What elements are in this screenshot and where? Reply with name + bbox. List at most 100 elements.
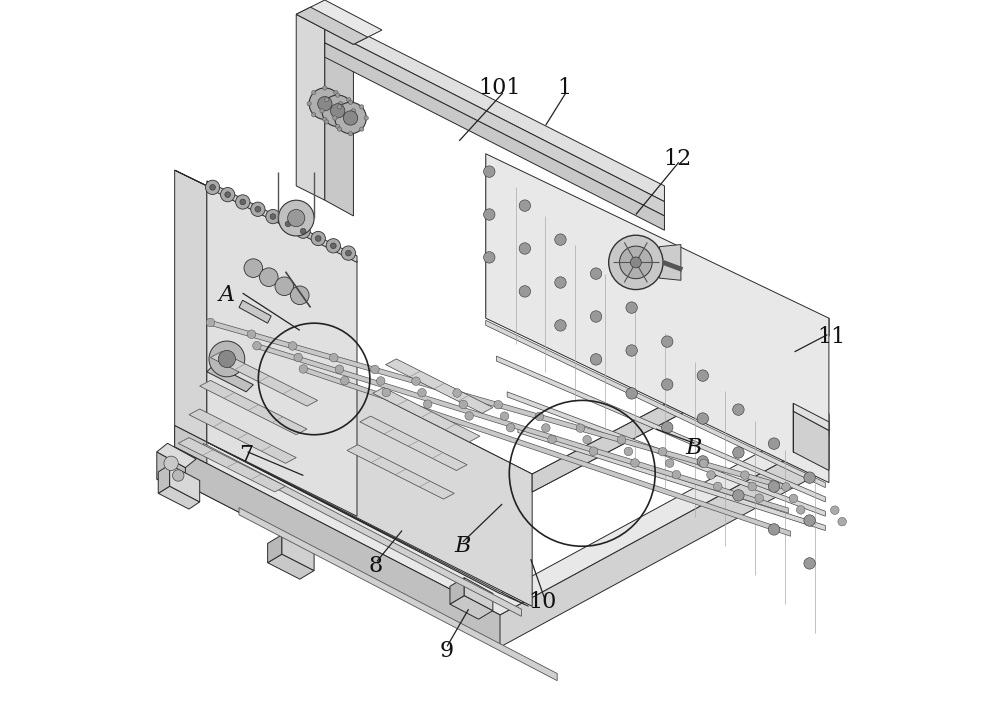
Circle shape [218,350,235,368]
Polygon shape [178,438,286,492]
Circle shape [782,483,790,491]
Polygon shape [207,309,829,492]
Circle shape [323,86,327,90]
Circle shape [453,389,461,398]
Circle shape [253,341,261,350]
Circle shape [506,423,515,432]
Circle shape [270,214,276,220]
Circle shape [346,250,351,256]
Circle shape [707,470,715,479]
Circle shape [278,200,314,236]
Circle shape [617,435,626,444]
Circle shape [335,365,344,373]
Polygon shape [325,29,664,216]
Circle shape [662,379,673,390]
Circle shape [484,252,495,263]
Text: 101: 101 [479,77,521,99]
Circle shape [542,423,550,432]
Polygon shape [157,452,185,495]
Circle shape [322,95,353,127]
Circle shape [630,257,641,268]
Polygon shape [175,170,207,442]
Polygon shape [207,186,357,516]
Polygon shape [793,411,829,470]
Circle shape [329,353,338,362]
Polygon shape [210,352,318,406]
Circle shape [548,435,556,444]
Circle shape [519,286,531,297]
Polygon shape [296,7,368,44]
Text: 7: 7 [239,445,253,466]
Circle shape [324,120,329,124]
Polygon shape [303,367,791,536]
Polygon shape [296,14,325,200]
Circle shape [281,217,295,231]
Circle shape [733,447,744,458]
Text: 11: 11 [817,327,845,348]
Polygon shape [532,318,829,492]
Circle shape [244,259,263,277]
Circle shape [494,400,503,409]
Circle shape [590,311,602,322]
Text: B: B [454,536,470,557]
Polygon shape [325,14,664,202]
Circle shape [334,90,338,94]
Circle shape [323,117,327,122]
Circle shape [768,438,780,449]
Circle shape [309,88,341,119]
Circle shape [331,104,345,118]
Polygon shape [282,535,314,571]
Polygon shape [450,578,464,604]
Text: 9: 9 [439,640,453,661]
Circle shape [768,480,780,492]
Circle shape [589,447,598,455]
Circle shape [484,209,495,220]
Circle shape [465,412,473,420]
Circle shape [164,456,178,470]
Polygon shape [486,154,829,483]
Circle shape [500,412,509,420]
Polygon shape [175,425,207,463]
Polygon shape [360,416,467,470]
Circle shape [312,113,316,117]
Circle shape [631,458,639,467]
Polygon shape [157,443,196,468]
Circle shape [330,243,336,249]
Circle shape [348,100,353,104]
Circle shape [260,268,278,287]
Polygon shape [496,356,825,502]
Circle shape [337,127,342,132]
Circle shape [590,268,602,280]
Polygon shape [175,436,829,647]
Polygon shape [268,535,282,563]
Circle shape [311,232,325,246]
Text: 8: 8 [368,556,383,577]
Polygon shape [325,43,664,230]
Circle shape [519,200,531,212]
Circle shape [697,370,709,381]
Polygon shape [793,403,829,430]
Circle shape [555,234,566,245]
Polygon shape [450,596,493,619]
Circle shape [296,224,310,238]
Circle shape [247,330,256,338]
Polygon shape [325,29,353,216]
Circle shape [755,494,764,503]
Circle shape [741,471,749,480]
Circle shape [697,413,709,424]
Circle shape [240,199,246,204]
Circle shape [341,246,356,260]
Circle shape [338,102,343,106]
Polygon shape [207,309,532,606]
Polygon shape [239,300,271,323]
Circle shape [318,97,332,111]
Circle shape [364,116,368,120]
Circle shape [315,236,321,242]
Polygon shape [268,554,314,579]
Circle shape [768,523,780,535]
Circle shape [326,239,340,253]
Circle shape [626,345,637,356]
Circle shape [275,277,294,295]
Circle shape [360,104,364,109]
Circle shape [285,221,291,227]
